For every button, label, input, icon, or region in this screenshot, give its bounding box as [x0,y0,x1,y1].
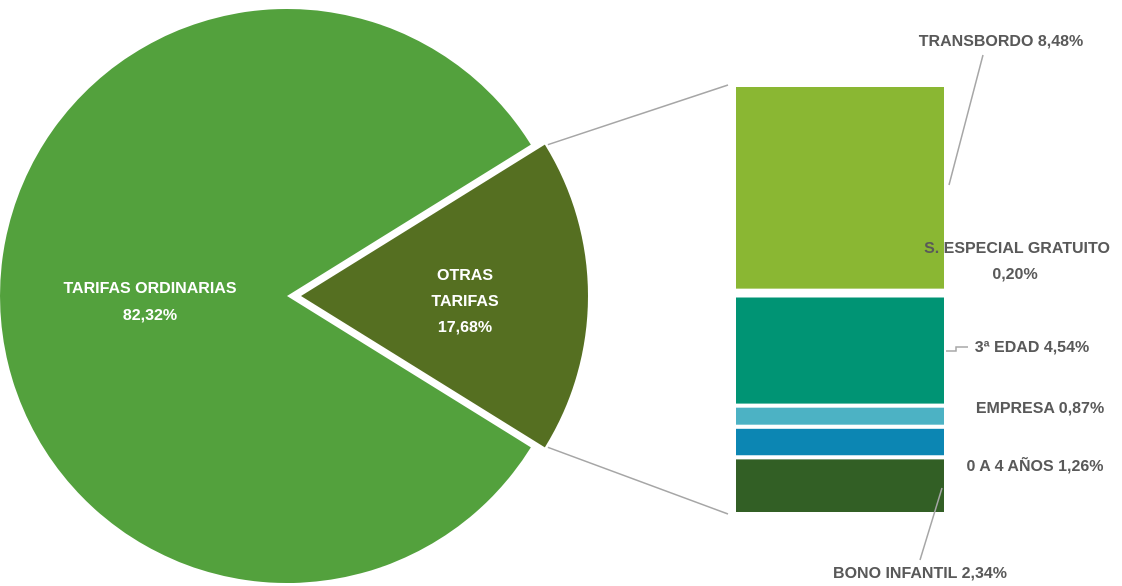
leader-lines [919,54,984,561]
pie-slice-otras-tarifas [301,144,588,448]
leader-bono-infantil [919,487,943,561]
bar-segment-bono-infantil [732,455,948,516]
connector-top [547,84,729,146]
bar-value-s-especial-gratuito: 0,20% [992,266,1037,283]
bar-segment-empresa [732,403,948,429]
leader-3-edad [946,346,968,352]
connector-bottom [547,446,729,515]
data-labels: TARIFAS ORDINARIAS 82,32% OTRAS TARIFAS 17,6… [63,33,1109,582]
leader-transbordo [948,54,984,186]
bar-segment-transbordo [732,83,948,293]
bar-label-empresa: EMPRESA 0,87% [976,400,1104,417]
pie [0,9,588,584]
pie-label-otras-tarifas-line1: OTRAS [437,267,493,284]
bar-label-bono-infantil: BONO INFANTIL 2,34% [833,565,1007,582]
bar-segment-0-a-4-anos [732,424,948,460]
bar-label-3-edad: 3ª EDAD 4,54% [975,339,1089,356]
pie-label-tarifas-ordinarias: TARIFAS ORDINARIAS [63,280,236,297]
bar-label-0-a-4-anos: 0 A 4 AÑOS 1,26% [967,455,1104,475]
stacked-bar [732,83,948,516]
bar-label-transbordo: TRANSBORDO 8,48% [919,33,1083,50]
pie-slice-tarifas-ordinarias [0,9,531,584]
pie-value-otras-tarifas: 17,68% [438,319,492,336]
pie-value-tarifas-ordinarias: 82,32% [123,307,177,324]
pie-to-bar-connectors [547,84,729,515]
bar-label-s-especial-gratuito: S. ESPECIAL GRATUITO [924,240,1110,257]
bar-segment-3-edad [732,293,948,408]
pie-label-otras-tarifas-line2: TARIFAS [431,293,499,310]
